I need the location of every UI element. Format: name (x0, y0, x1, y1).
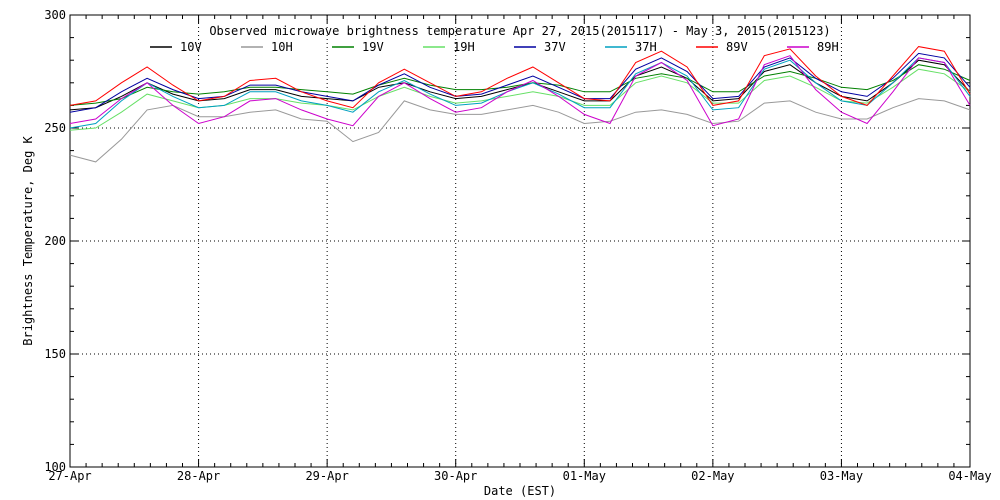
y-tick-label: 150 (44, 347, 66, 361)
y-tick-label: 300 (44, 8, 66, 22)
legend-label: 89H (817, 40, 839, 54)
x-tick-label: 04-May (948, 469, 991, 483)
y-axis-label: Brightness Temperature, Deg K (21, 135, 35, 345)
x-tick-label: 30-Apr (434, 469, 477, 483)
series-line-37h (69, 57, 971, 129)
x-tick-label: 29-Apr (305, 469, 348, 483)
x-tick-label: 02-May (691, 469, 734, 483)
series-layer (69, 46, 971, 163)
legend-label: 10V (180, 40, 202, 54)
y-tick-label: 250 (44, 121, 66, 135)
x-tick-label: 01-May (563, 469, 606, 483)
y-tick-label: 200 (44, 234, 66, 248)
x-tick-label: 03-May (820, 469, 863, 483)
legend-label: 19H (453, 40, 475, 54)
series-line-10h (69, 98, 971, 163)
series-line-37v (69, 52, 971, 113)
grid-layer (70, 15, 970, 467)
legend-label: 37V (544, 40, 566, 54)
x-tick-label: 28-Apr (177, 469, 220, 483)
chart-title: Observed microwave brightness temperatur… (209, 24, 830, 38)
legend-label: 19V (362, 40, 384, 54)
tick-layer: 100 150 200 250 300 27-Apr 28-Apr 29-Apr 30-Apr 0… (44, 8, 991, 483)
series-line-89v (69, 46, 971, 109)
y-tick-label: 100 (44, 460, 66, 474)
x-axis-label: Date (EST) (484, 484, 556, 498)
x-tick-label: 27-Apr (48, 469, 91, 483)
legend: 10V 10H 19V 19H 37V 37H 89V 89H (150, 40, 839, 54)
series-line-89h (69, 55, 971, 127)
legend-label: 37H (635, 40, 657, 54)
legend-label: 10H (271, 40, 293, 54)
legend-label: 89V (726, 40, 748, 54)
